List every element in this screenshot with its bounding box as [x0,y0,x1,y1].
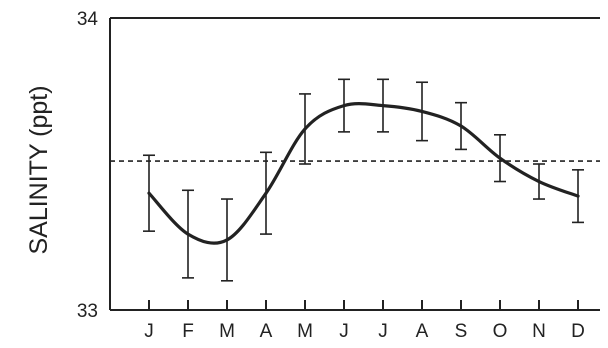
data-point [459,124,463,128]
data-point [186,232,190,236]
data-point [342,104,346,108]
x-tick-label: O [493,321,508,342]
data-point [264,191,268,195]
x-tick-label: S [455,321,468,342]
x-tick-label: A [416,321,429,342]
series-line [147,102,580,245]
x-tick-label: D [571,321,585,342]
x-tick-label: F [182,321,194,342]
x-tick-label: M [297,321,313,342]
y-tick-label: 34 [77,9,99,30]
data-point [576,194,580,198]
x-tick-label: N [532,321,546,342]
data-point [225,238,229,242]
data-point [537,180,541,184]
y-tick-labels: 33 34 [77,9,99,322]
data-point [147,191,151,195]
data-point [381,104,385,108]
error-bars [143,78,584,282]
y-axis-label: SALINITY (ppt) [25,85,53,254]
data-point [303,127,307,131]
x-tick-label: M [219,321,235,342]
y-tick-label: 33 [77,301,98,322]
series-group [147,102,580,245]
x-tick-label: J [144,321,154,342]
x-tick-label: J [339,321,349,342]
x-tick-label: A [260,321,273,342]
x-tick-label: J [378,321,388,342]
data-point [420,109,424,113]
axes [109,17,600,311]
data-point [498,156,502,160]
